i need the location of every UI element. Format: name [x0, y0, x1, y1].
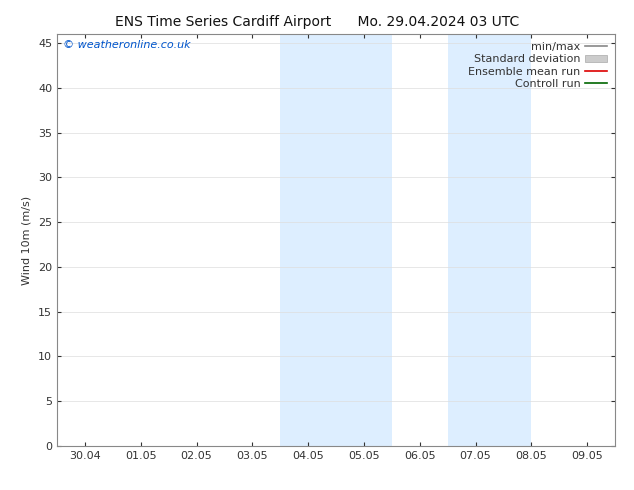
Bar — [280, 34, 392, 446]
Legend: min/max, Standard deviation, Ensemble mean run, Controll run: min/max, Standard deviation, Ensemble me… — [466, 40, 609, 91]
Text: © weatheronline.co.uk: © weatheronline.co.uk — [63, 41, 190, 50]
Bar — [448, 34, 531, 446]
Text: ENS Time Series Cardiff Airport      Mo. 29.04.2024 03 UTC: ENS Time Series Cardiff Airport Mo. 29.0… — [115, 15, 519, 29]
Y-axis label: Wind 10m (m/s): Wind 10m (m/s) — [21, 196, 31, 285]
